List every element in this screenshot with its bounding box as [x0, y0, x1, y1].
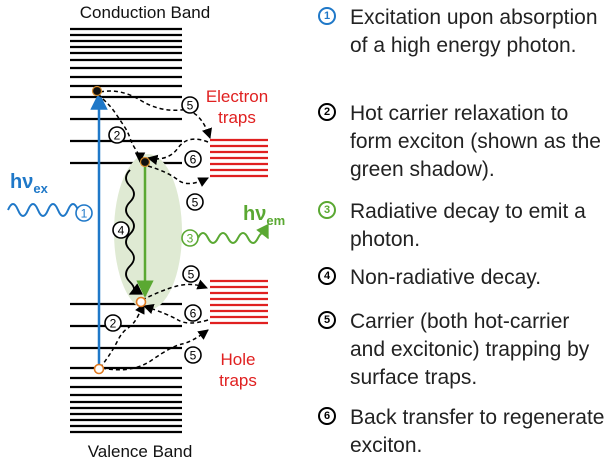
legend-marker-1: 1 — [318, 7, 336, 25]
legend-item-5: 5 Carrier (both hot-carrier and excitoni… — [318, 308, 605, 392]
hv-em-sub: em — [266, 213, 285, 228]
legend-text-4: Non-radiative decay. — [350, 266, 542, 289]
legend-item-6: 6 Back transfer to regenerate exciton. — [318, 404, 605, 460]
emitted-photon-wave — [197, 223, 269, 244]
conduction-band-levels — [70, 27, 182, 165]
marker-4-label: 4 — [118, 224, 125, 238]
exciton-electron — [139, 156, 151, 168]
exciton-shadow — [114, 154, 182, 310]
marker-6-top-label: 6 — [190, 153, 197, 167]
marker-4 — [112, 221, 130, 239]
marker-1 — [75, 204, 93, 222]
marker-2-upper-label: 2 — [114, 129, 121, 143]
hv-ex-label: hνex — [10, 171, 49, 196]
marker-6-lower-label: 6 — [190, 307, 197, 321]
conduction-band-label: Conduction Band — [80, 3, 210, 22]
marker-2-lower — [104, 314, 122, 332]
legend-text-6: Back transfer to regenerate exciton. — [350, 406, 605, 457]
exciton-hole — [135, 296, 147, 308]
hot-hole — [93, 363, 105, 375]
marker-2-lower-label: 2 — [110, 317, 117, 331]
legend-marker-4: 4 — [318, 267, 336, 285]
legend-marker-5: 5 — [318, 311, 336, 329]
legend-marker-3: 3 — [318, 201, 336, 219]
hole-trapping-arrow-hot — [101, 329, 209, 371]
hole-traps-label-2: traps — [219, 371, 257, 390]
marker-3-label: 3 — [187, 232, 194, 246]
legend-item-3: 3 Radiative decay to emit a photon. — [318, 198, 605, 254]
valence-band-levels — [70, 302, 182, 434]
hv-em-label: hνem — [243, 203, 285, 228]
marker-5-mid — [186, 193, 204, 211]
incoming-photon-wave — [7, 203, 79, 217]
hv-em-symbol: hν — [243, 203, 266, 225]
marker-2-upper — [108, 126, 126, 144]
legend-item-1: 1 Excitation upon absorption of a high e… — [318, 4, 605, 60]
marker-5-top-label: 5 — [187, 99, 194, 113]
marker-5-lower — [182, 265, 200, 283]
hot-electron — [91, 85, 103, 97]
legend-marker-2: 2 — [318, 103, 336, 121]
marker-5-lower-label: 5 — [188, 268, 195, 282]
marker-6-top — [184, 150, 202, 168]
marker-3 — [181, 229, 199, 247]
non-radiative-decay-path — [125, 169, 143, 295]
legend-marker-6: 6 — [318, 407, 336, 425]
marker-5-top — [181, 96, 199, 114]
valence-band-label: Valence Band — [88, 442, 193, 461]
legend-item-2: 2 Hot carrier relaxation to form exciton… — [318, 100, 605, 184]
hot-hole-relaxation — [99, 303, 145, 369]
electron-trapping-arrow-hot — [99, 90, 212, 139]
electron-traps-label-2: traps — [218, 108, 256, 127]
legend-text-1: Excitation upon absorption of a high ene… — [350, 6, 598, 57]
hole-traps-label: Hole — [221, 350, 256, 369]
marker-6-lower — [184, 304, 202, 322]
electron-trap-levels — [210, 138, 268, 178]
hot-electron-relaxation — [97, 93, 146, 164]
electron-back-transfer-arrow — [146, 138, 209, 165]
legend-text-3: Radiative decay to emit a photon. — [350, 200, 586, 251]
legend-text-2: Hot carrier relaxation to form exciton (… — [350, 102, 601, 181]
marker-5-bottom — [184, 346, 202, 364]
marker-1-label: 1 — [81, 207, 88, 221]
legend-item-4: 4 Non-radiative decay. — [318, 264, 605, 292]
hole-trapping-arrow-exciton — [141, 279, 208, 301]
hv-ex-sub: ex — [33, 181, 48, 196]
hole-trap-levels — [210, 279, 268, 325]
electron-traps-label: Electron — [206, 87, 268, 106]
marker-5-bottom-label: 5 — [190, 349, 197, 363]
legend-text-5: Carrier (both hot-carrier and excitonic)… — [350, 310, 590, 389]
marker-5-mid-label: 5 — [192, 196, 199, 210]
hole-back-transfer-arrow — [143, 304, 209, 324]
hv-ex-symbol: hν — [10, 171, 33, 193]
